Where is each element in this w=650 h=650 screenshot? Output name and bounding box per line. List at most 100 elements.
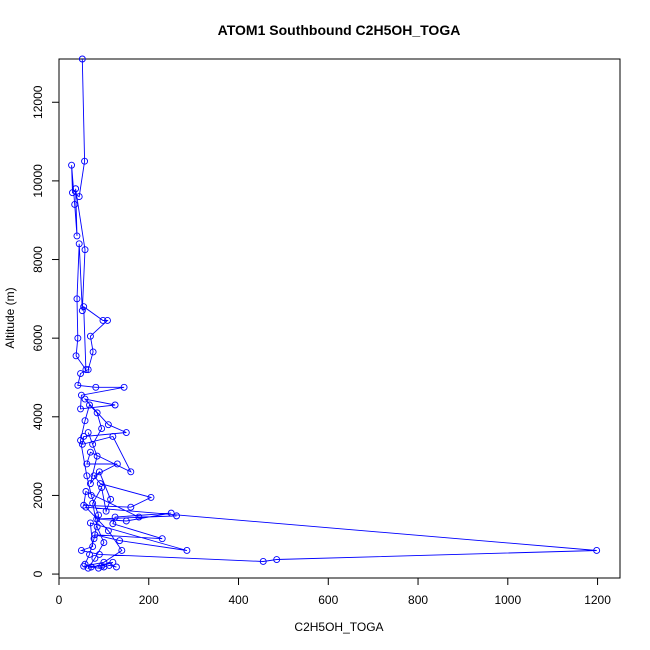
data-point bbox=[78, 307, 86, 315]
data-point bbox=[183, 547, 191, 554]
data-point bbox=[87, 491, 95, 499]
data-point bbox=[95, 550, 103, 558]
data-point bbox=[77, 547, 85, 554]
x-tick-label: 0 bbox=[56, 593, 63, 607]
data-point bbox=[86, 332, 94, 340]
data-point bbox=[109, 433, 117, 440]
data-point bbox=[158, 535, 166, 543]
data-point bbox=[80, 501, 88, 509]
y-tick-label: 2000 bbox=[31, 482, 45, 509]
data-point bbox=[81, 246, 89, 254]
data-point bbox=[593, 547, 601, 554]
data-point bbox=[73, 295, 81, 303]
data-point bbox=[93, 523, 101, 531]
data-point bbox=[104, 527, 112, 535]
data-point bbox=[105, 561, 113, 569]
data-point bbox=[77, 370, 84, 377]
data-point bbox=[81, 560, 89, 568]
data-point bbox=[78, 55, 86, 63]
data-point bbox=[112, 563, 120, 571]
data-point bbox=[135, 513, 143, 521]
data-point bbox=[107, 495, 115, 503]
y-axis-label: Altitude (m) bbox=[3, 287, 17, 348]
data-point bbox=[111, 401, 119, 409]
data-point bbox=[100, 539, 108, 547]
x-axis: 0 200 400 600 800 1000 1200 bbox=[56, 577, 611, 607]
data-point bbox=[74, 381, 82, 389]
data-point bbox=[82, 503, 90, 511]
data-point bbox=[87, 563, 95, 571]
x-tick-label: 400 bbox=[229, 593, 249, 607]
data-point bbox=[77, 436, 84, 444]
data-point bbox=[81, 395, 89, 403]
data-point bbox=[100, 558, 108, 566]
data-point bbox=[74, 334, 82, 342]
data-point bbox=[96, 480, 104, 488]
data-point bbox=[118, 547, 126, 554]
chart-title: ATOM1 Southbound C2H5OH_TOGA bbox=[218, 22, 461, 38]
data-point bbox=[91, 554, 99, 562]
data-point bbox=[273, 556, 281, 563]
data-point bbox=[104, 421, 112, 429]
y-tick-label: 8000 bbox=[31, 246, 45, 273]
data-point bbox=[81, 157, 89, 165]
data-point bbox=[68, 161, 76, 169]
x-tick-label: 600 bbox=[318, 593, 338, 607]
data-point bbox=[86, 480, 94, 488]
data-point bbox=[89, 543, 97, 550]
data-point bbox=[83, 472, 91, 480]
data-point bbox=[95, 468, 103, 476]
data-point bbox=[93, 452, 101, 460]
data-point bbox=[259, 558, 267, 565]
data-point bbox=[99, 317, 107, 324]
data-point bbox=[84, 366, 92, 374]
data-point bbox=[75, 193, 83, 201]
data-point bbox=[72, 352, 80, 360]
data-point bbox=[89, 499, 97, 507]
data-point bbox=[113, 460, 121, 468]
data-point bbox=[90, 535, 98, 543]
data-point bbox=[167, 509, 175, 517]
y-tick-label: 10000 bbox=[31, 164, 45, 198]
data-point bbox=[90, 472, 98, 480]
data-point bbox=[93, 409, 101, 417]
data-point bbox=[98, 425, 106, 433]
data-point bbox=[77, 405, 84, 413]
data-point bbox=[80, 562, 88, 570]
data-point bbox=[78, 440, 86, 448]
data-point bbox=[89, 440, 97, 448]
data-point bbox=[71, 201, 79, 208]
y-tick-label: 4000 bbox=[31, 403, 45, 430]
data-point bbox=[127, 503, 135, 511]
data-point bbox=[111, 513, 119, 521]
series-layer bbox=[68, 55, 601, 572]
x-tick-label: 200 bbox=[139, 593, 159, 607]
data-point bbox=[109, 520, 117, 528]
data-point bbox=[77, 391, 85, 399]
x-tick-label: 1000 bbox=[494, 593, 521, 607]
x-axis-label: C2H5OH_TOGA bbox=[294, 620, 383, 634]
data-point bbox=[81, 417, 89, 425]
data-point bbox=[80, 303, 88, 311]
data-point bbox=[92, 383, 100, 391]
data-point bbox=[86, 401, 93, 409]
plot-frame bbox=[58, 58, 621, 579]
data-point bbox=[102, 507, 110, 515]
data-point bbox=[86, 519, 94, 527]
x-tick-label: 800 bbox=[408, 593, 428, 607]
data-point bbox=[104, 317, 111, 324]
data-point bbox=[116, 537, 124, 545]
data-point bbox=[122, 429, 130, 436]
data-point bbox=[147, 493, 155, 501]
data-point bbox=[173, 512, 181, 520]
data-point bbox=[83, 460, 91, 468]
data-point bbox=[86, 550, 93, 558]
y-tick-label: 12000 bbox=[31, 85, 45, 119]
data-point bbox=[89, 348, 97, 356]
data-point bbox=[127, 468, 135, 476]
data-point bbox=[98, 484, 106, 492]
data-point bbox=[84, 429, 92, 436]
x-tick-label: 1200 bbox=[584, 593, 611, 607]
data-point bbox=[86, 448, 94, 456]
